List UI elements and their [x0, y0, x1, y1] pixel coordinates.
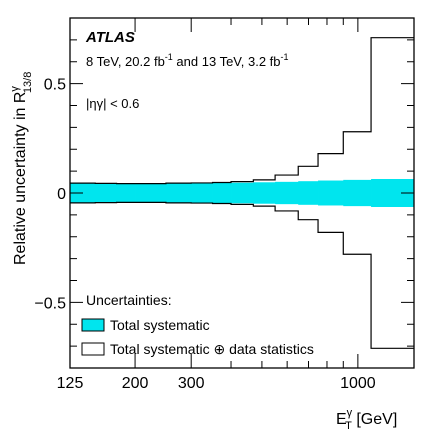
x-tick-label: 1000 [340, 375, 376, 392]
legend: Uncertainties: Total systematic Total sy… [81, 292, 314, 357]
legend-swatch-total [81, 342, 105, 356]
experiment-label: ATLAS [85, 29, 135, 46]
systematic-band-bin [165, 183, 192, 203]
axis-ticks: −0.5 0 0.5 125 200 300 1000 [34, 18, 414, 392]
selection-label: |ηγ| < 0.6 [86, 96, 139, 111]
systematic-band-bin [343, 179, 372, 207]
y-tick-label: −0.5 [34, 295, 66, 312]
systematic-band-bin [275, 181, 299, 205]
systematic-band-bin [191, 183, 213, 203]
systematic-band-bin [135, 183, 167, 203]
legend-label-total: Total systematic ⊕ data statistics [110, 341, 314, 357]
systematic-band-bin [318, 180, 344, 206]
systematic-band-bin [298, 181, 319, 205]
x-tick-label: 300 [178, 375, 205, 392]
systematic-band-bin [95, 183, 117, 203]
legend-title: Uncertainties: [86, 292, 172, 308]
systematic-band-bin [212, 182, 232, 204]
y-tick-label: 0 [57, 186, 66, 203]
total-uncertainty-lower [70, 201, 414, 349]
systematic-band-bin [116, 183, 136, 203]
legend-label-systematic: Total systematic [110, 317, 210, 333]
energy-lumi-label: 8 TeV, 20.2 fb-1 and 13 TeV, 3.2 fb-1 [86, 52, 289, 69]
y-tick-label: 0.5 [44, 77, 66, 94]
x-tick-label: 200 [122, 375, 149, 392]
x-tick-label: 125 [57, 375, 84, 392]
x-axis-label: Eγ T [GeV] [336, 407, 397, 432]
plot-area [70, 37, 415, 349]
plot-frame [69, 17, 415, 369]
y-axis-label: Relative uncertainty in Rγ13/8 [9, 72, 34, 265]
systematic-band-bin [231, 182, 254, 204]
systematic-band-bin [253, 182, 276, 204]
legend-swatch-systematic [81, 318, 105, 332]
total-uncertainty-upper [70, 37, 414, 185]
